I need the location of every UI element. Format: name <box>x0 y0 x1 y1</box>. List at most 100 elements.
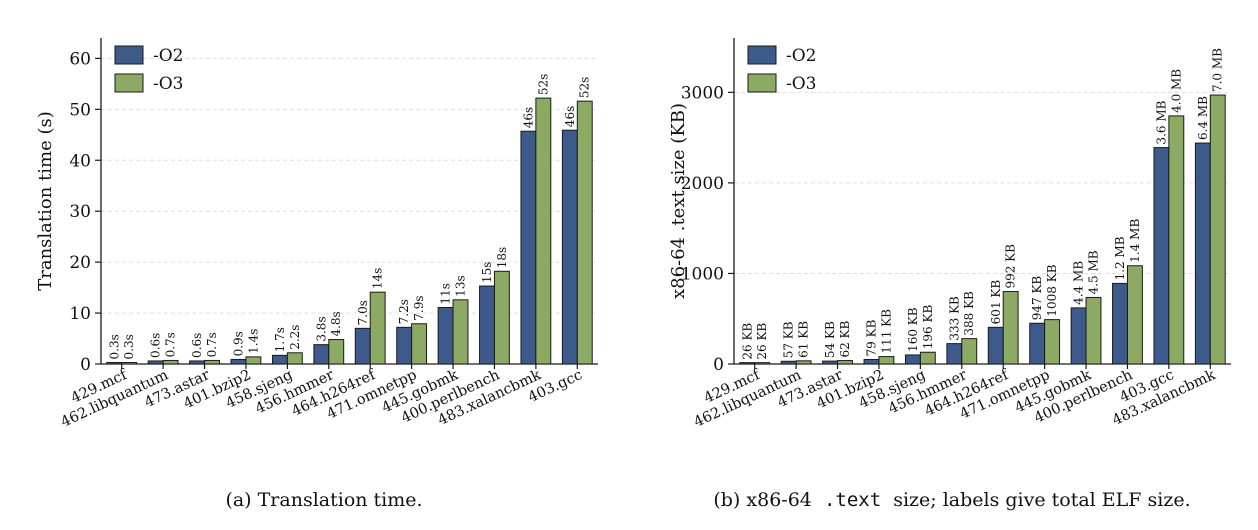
chart-a-data-label: 1.7s <box>273 327 287 352</box>
chart-a-data-label: 0.6s <box>149 333 163 358</box>
chart-b-data-label: 160 KB <box>906 307 920 352</box>
chart-b-data-label: 61 KB <box>797 321 811 358</box>
chart-b-data-label: 947 KB <box>1030 276 1044 321</box>
chart-b-ytick-label: 2000 <box>681 174 724 194</box>
chart-b-bar-o2 <box>1070 307 1087 365</box>
caption-a: (a) Translation time. <box>225 489 422 511</box>
chart-b-bar-o2 <box>1194 142 1211 365</box>
chart-b-legend-label: -O2 <box>786 46 817 66</box>
chart-a-bar-o2 <box>271 354 288 365</box>
chart-b-bar-o2 <box>863 358 880 365</box>
chart-a-data-label: 52s <box>578 77 592 98</box>
chart-a-data-label: 7.2s <box>397 299 411 324</box>
chart-b-data-label: 7.0 MB <box>1211 48 1225 92</box>
chart-a-data-label: 52s <box>536 74 550 95</box>
chart-b-bar-o2 <box>822 360 839 365</box>
chart-a-bar-o2 <box>437 306 454 365</box>
caption-b: (b) x86-64 .text size; labels give total… <box>713 489 1190 511</box>
chart-b-data-label: 3.6 MB <box>1154 100 1168 144</box>
chart-translation-time: 0 10 20 30 40 50 60 Translation time (s) 0.3s 0.3… <box>35 38 598 431</box>
chart-b-data-label: 333 KB <box>947 296 961 341</box>
chart-b-bar-o3 <box>1126 265 1143 365</box>
chart-b-data-label: 111 KB <box>879 309 893 354</box>
chart-a-data-label: 0.7s <box>164 332 178 357</box>
chart-b-bar-o2 <box>739 362 756 365</box>
chart-a-bar-o3 <box>328 339 345 365</box>
chart-b-bar-o3 <box>1085 296 1102 365</box>
chart-a-data-label: 7.0s <box>356 300 370 325</box>
chart-a-bar-o2 <box>106 361 123 365</box>
chart-a-bar-o3 <box>411 323 428 365</box>
chart-a-bar-o3 <box>121 361 138 365</box>
chart-a-bar-o2 <box>147 360 164 365</box>
chart-a-bar-o3 <box>204 359 220 365</box>
chart-a-data-label: 0.7s <box>205 332 219 357</box>
chart-b-data-label: 62 KB <box>838 321 852 358</box>
chart-a-ytick-label: 60 <box>69 49 91 69</box>
chart-b-data-label: 196 KB <box>921 305 935 350</box>
chart-b-data-label: 1008 KB <box>1045 264 1059 316</box>
chart-a-data-label: 0.3s <box>107 334 121 359</box>
chart-b-data-label: 1.2 MB <box>1113 236 1127 280</box>
chart-a-data-label: 1.4s <box>246 329 260 354</box>
chart-a-bar-o2 <box>561 129 578 365</box>
chart-a-bar-o3 <box>245 356 262 365</box>
chart-a-data-label: 0.3s <box>122 334 136 359</box>
chart-b-bar-o3 <box>1002 291 1019 365</box>
chart-b-bar-o2 <box>1029 322 1046 365</box>
chart-b-data-label: 6.4 MB <box>1196 96 1210 140</box>
caption-b-suffix: size; labels give total ELF size. <box>893 489 1190 511</box>
chart-a-ytick-label: 50 <box>69 100 91 120</box>
chart-b-data-label: 992 KB <box>1004 244 1018 289</box>
chart-b-bar-o2 <box>987 326 1004 365</box>
chart-a-data-label: 11s <box>439 283 453 304</box>
chart-a-ytick-label: 10 <box>69 304 91 324</box>
chart-a-ytick-label: 0 <box>80 355 91 375</box>
chart-a-bar-o3 <box>369 291 386 365</box>
chart-a-ytick-label: 20 <box>69 253 91 273</box>
chart-a-bar-o2 <box>230 358 247 365</box>
chart-b-bar-o2 <box>946 343 963 365</box>
chart-b-legend-swatch <box>747 73 777 93</box>
chart-b-data-label: 4.4 MB <box>1072 261 1086 305</box>
chart-b-data-label: 4.0 MB <box>1169 69 1183 113</box>
chart-b-legend-swatch <box>747 45 777 65</box>
chart-a-bar-o3 <box>452 299 469 365</box>
chart-a-bar-o3 <box>286 352 303 365</box>
chart-a-data-label: 15s <box>480 262 494 283</box>
chart-b-bar-o3 <box>961 338 978 365</box>
chart-a-bar-o2 <box>313 344 330 365</box>
chart-a-data-label: 7.9s <box>412 296 426 321</box>
chart-a-data-label: 13s <box>453 275 467 296</box>
chart-a-data-label: 0.9s <box>232 331 246 356</box>
chart-a-legend-swatch <box>114 45 144 65</box>
chart-b-bar-o3 <box>1209 94 1226 365</box>
chart-a-ylabel: Translation time (s) <box>35 111 56 291</box>
chart-a-bar-o3 <box>576 100 593 365</box>
chart-a-ytick-label: 30 <box>69 202 91 222</box>
chart-b-data-label: 601 KB <box>989 280 1003 325</box>
chart-a-data-label: 3.8s <box>314 316 328 341</box>
chart-a-data-label: 4.8s <box>329 311 343 336</box>
chart-a-legend-label: -O2 <box>153 46 184 66</box>
chart-a-bar-o2 <box>520 130 537 365</box>
chart-a-legend-swatch <box>114 73 144 93</box>
caption-b-prefix: (b) x86-64 <box>713 489 812 511</box>
chart-b-bar-o3 <box>754 362 771 365</box>
chart-b-ylabel: x86-64 .text size (KB) <box>668 103 689 299</box>
chart-b-bar-o3 <box>795 360 812 365</box>
chart-a-bar-o2 <box>396 326 413 365</box>
chart-b-data-label: 79 KB <box>865 319 879 356</box>
chart-b-data-label: 4.5 MB <box>1086 250 1100 294</box>
chart-b-data-label: 388 KB <box>962 291 976 336</box>
chart-b-ytick-label: 3000 <box>681 83 724 103</box>
chart-b-bar-o2 <box>780 360 797 365</box>
chart-b-ytick-label: 0 <box>713 355 724 375</box>
chart-a-data-label: 18s <box>495 247 509 268</box>
chart-a-bar-o3 <box>162 359 179 365</box>
chart-b-data-label: 1.4 MB <box>1128 219 1142 263</box>
chart-b-bar-o3 <box>878 356 895 365</box>
chart-b-legend-label: -O3 <box>786 74 817 94</box>
